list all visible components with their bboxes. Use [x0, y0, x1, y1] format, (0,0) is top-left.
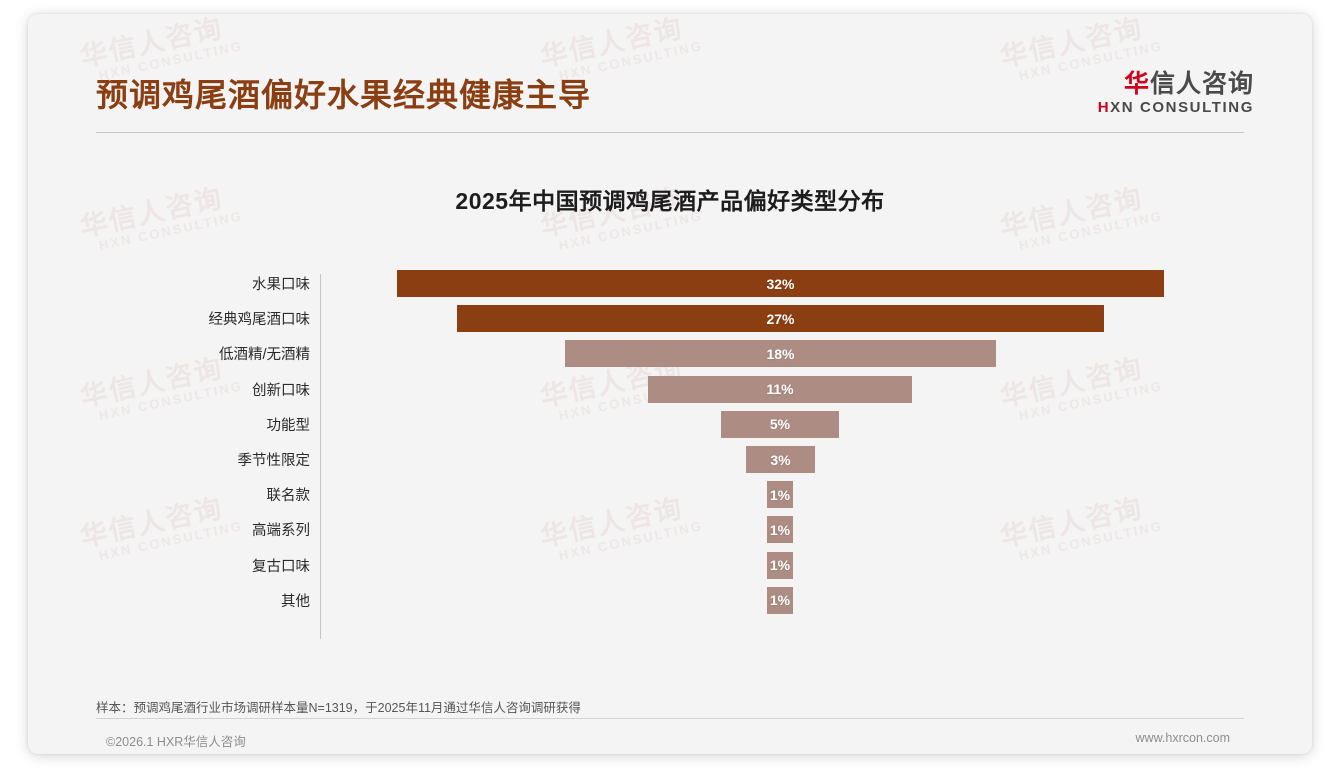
funnel-bar[interactable]: 18%: [565, 340, 996, 368]
chart-row: 创新口味 11%: [28, 372, 1312, 407]
category-label: 创新口味: [252, 382, 310, 399]
company-logo: 华信人咨询 HXN CONSULTING: [1098, 70, 1254, 116]
logo-cn-red-char: 华: [1123, 70, 1150, 98]
funnel-bar[interactable]: 1%: [767, 586, 793, 614]
bar-track: 27%: [320, 301, 1240, 336]
bar-track: 3%: [320, 442, 1240, 477]
header-divider: [96, 132, 1244, 133]
funnel-bar[interactable]: 1%: [767, 481, 793, 509]
chart-title: 2025年中国预调鸡尾酒产品偏好类型分布: [455, 188, 885, 214]
category-label: 高端系列: [252, 523, 310, 540]
category-label: 季节性限定: [237, 453, 311, 470]
bar-value-label: 1%: [769, 486, 791, 503]
bar-track: 1%: [320, 583, 1240, 618]
category-label: 水果口味: [252, 277, 310, 294]
footer-divider: [96, 718, 1244, 719]
category-label: 经典鸡尾酒口味: [208, 312, 311, 329]
logo-cn-rest: 信人咨询: [1149, 70, 1254, 98]
funnel-bar[interactable]: 32%: [397, 270, 1164, 298]
category-label: 联名款: [266, 488, 311, 505]
bar-value-label: 11%: [766, 381, 794, 398]
logo-english-text: HXN CONSULTING: [1098, 99, 1254, 116]
category-label: 复古口味: [252, 558, 310, 575]
logo-en-rest: XN CONSULTING: [1110, 99, 1254, 116]
chart-row: 季节性限定 3%: [28, 442, 1312, 477]
chart-row: 其他 1%: [28, 583, 1312, 618]
bar-value-label: 5%: [769, 416, 791, 433]
bar-track: 18%: [320, 336, 1240, 371]
funnel-bar[interactable]: 3%: [746, 446, 815, 474]
chart-row: 复古口味 1%: [28, 548, 1312, 583]
chart-rows: 水果口味 32% 经典鸡尾酒口味 27% 低酒精/无酒精 18% 创新口味 11% 功能型 5% 季…: [28, 266, 1312, 618]
source-footnote: 样本：预调鸡尾酒行业市场调研样本量N=1319，于2025年11月通过华信人咨询…: [96, 701, 581, 715]
funnel-bar[interactable]: 27%: [457, 305, 1104, 333]
chart-row: 水果口味 32%: [28, 266, 1312, 301]
page-title: 预调鸡尾酒偏好水果经典健康主导: [96, 77, 592, 113]
funnel-bar[interactable]: 1%: [767, 551, 793, 579]
category-label: 功能型: [266, 417, 311, 434]
bar-track: 11%: [320, 372, 1240, 407]
bar-value-label: 32%: [766, 275, 795, 292]
funnel-chart: 水果口味 32% 经典鸡尾酒口味 27% 低酒精/无酒精 18% 创新口味 11% 功能型 5% 季…: [28, 266, 1312, 651]
bar-value-label: 1%: [769, 521, 791, 538]
chart-row: 功能型 5%: [28, 407, 1312, 442]
category-label: 其他: [281, 593, 310, 610]
chart-row: 经典鸡尾酒口味 27%: [28, 301, 1312, 336]
bar-track: 32%: [320, 266, 1240, 301]
bar-value-label: 1%: [769, 557, 791, 574]
bar-value-label: 3%: [770, 451, 791, 468]
chart-row: 联名款 1%: [28, 477, 1312, 512]
chart-axis-line: [320, 274, 321, 639]
copyright-text: ©2026.1 HXR华信人咨询: [106, 735, 246, 749]
chart-row: 低酒精/无酒精 18%: [28, 336, 1312, 371]
slide-header: 预调鸡尾酒偏好水果经典健康主导 华信人咨询 HXN CONSULTING: [28, 14, 1312, 136]
category-label: 低酒精/无酒精: [218, 347, 310, 364]
logo-chinese-text: 华信人咨询: [1098, 70, 1254, 98]
website-url: www.hxrcon.com: [1135, 731, 1230, 745]
slide-canvas: 华信人咨询 HXN CONSULTING 华信人咨询 HXN CONSULTING 华信…: [28, 14, 1312, 754]
bar-value-label: 18%: [766, 345, 795, 362]
bar-track: 1%: [320, 512, 1240, 547]
logo-en-red-char: H: [1097, 99, 1111, 116]
chart-row: 高端系列 1%: [28, 512, 1312, 547]
bar-track: 1%: [320, 548, 1240, 583]
bar-value-label: 1%: [769, 592, 791, 609]
bar-track: 5%: [320, 407, 1240, 442]
bar-track: 1%: [320, 477, 1240, 512]
funnel-bar[interactable]: 5%: [721, 410, 839, 438]
funnel-bar[interactable]: 11%: [648, 375, 912, 403]
funnel-bar[interactable]: 1%: [767, 516, 793, 544]
bar-value-label: 27%: [766, 310, 795, 327]
